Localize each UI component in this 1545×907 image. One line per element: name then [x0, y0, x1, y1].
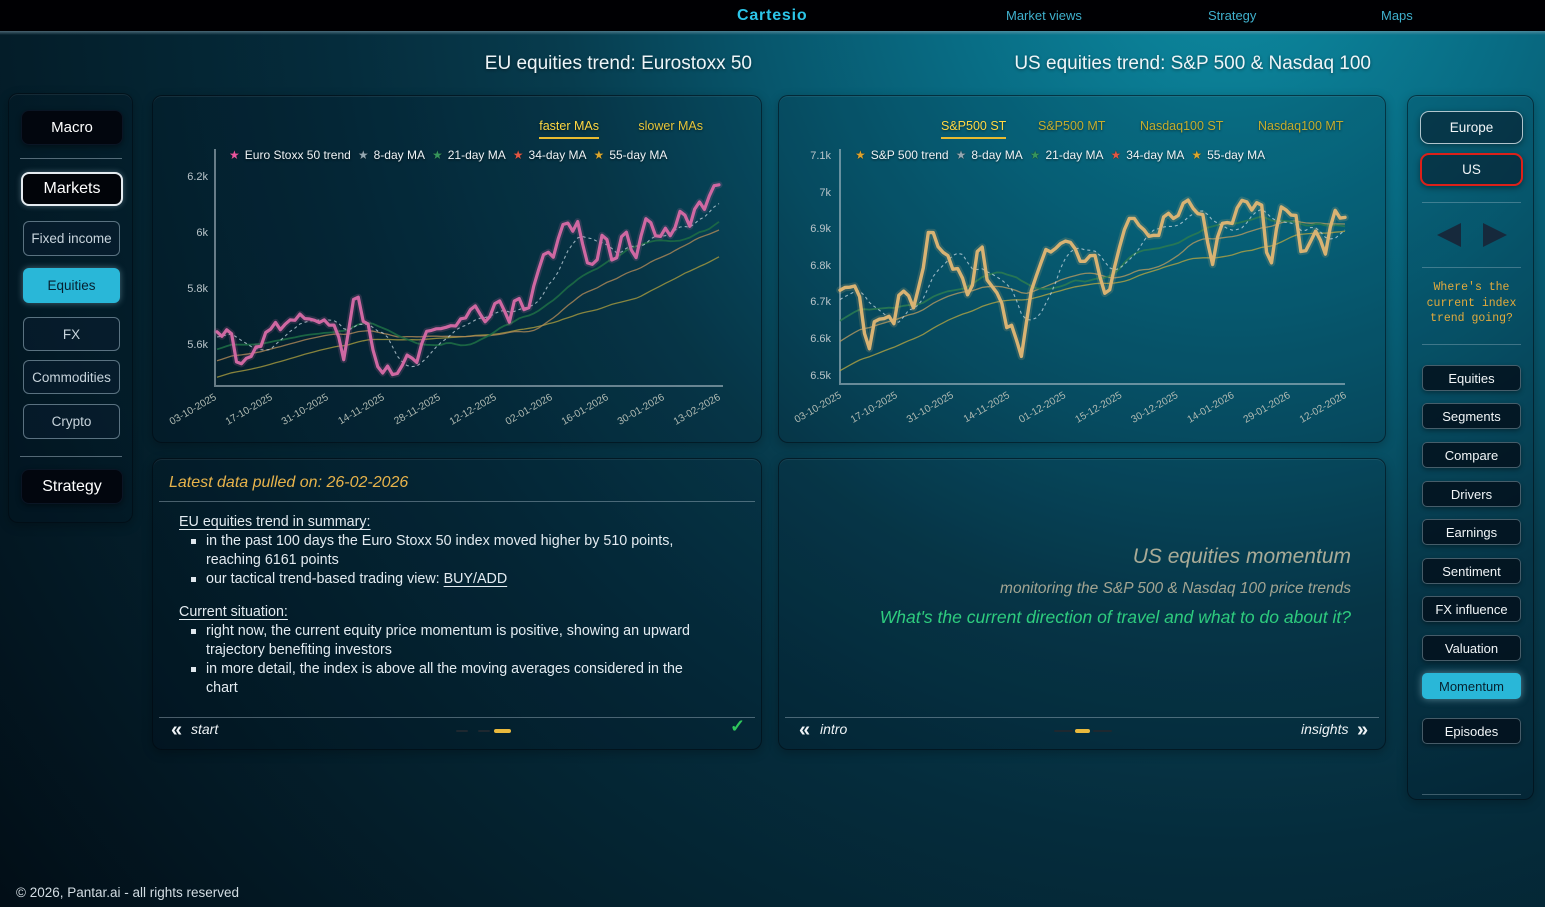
- svg-text:14-01-2026: 14-01-2026: [1186, 390, 1237, 426]
- svg-text:03-10-2025: 03-10-2025: [793, 390, 844, 426]
- svg-text:16-01-2026: 16-01-2026: [560, 392, 611, 428]
- svg-text:14-11-2025: 14-11-2025: [962, 390, 1012, 425]
- svg-text:29-01-2026: 29-01-2026: [1242, 390, 1293, 426]
- svg-text:28-11-2025: 28-11-2025: [393, 392, 443, 427]
- svg-text:30-12-2025: 30-12-2025: [1130, 390, 1181, 426]
- svg-text:6.6k: 6.6k: [810, 333, 831, 345]
- svg-text:6.8k: 6.8k: [810, 260, 831, 272]
- svg-text:13-02-2026: 13-02-2026: [672, 392, 723, 428]
- svg-text:12-02-2026: 12-02-2026: [1298, 390, 1349, 426]
- svg-text:01-12-2025: 01-12-2025: [1017, 390, 1068, 426]
- svg-text:14-11-2025: 14-11-2025: [337, 392, 387, 427]
- svg-text:31-10-2025: 31-10-2025: [280, 392, 331, 428]
- svg-text:6.5k: 6.5k: [810, 370, 831, 382]
- svg-text:6.9k: 6.9k: [810, 223, 831, 235]
- svg-text:6k: 6k: [196, 227, 208, 239]
- svg-text:12-12-2025: 12-12-2025: [448, 392, 499, 428]
- svg-text:5.8k: 5.8k: [187, 283, 208, 295]
- svg-text:31-10-2025: 31-10-2025: [905, 390, 956, 426]
- svg-text:6.2k: 6.2k: [187, 171, 208, 183]
- svg-text:02-01-2026: 02-01-2026: [504, 392, 555, 428]
- svg-text:15-12-2025: 15-12-2025: [1073, 390, 1124, 426]
- svg-text:5.6k: 5.6k: [187, 339, 208, 351]
- svg-text:7k: 7k: [819, 187, 831, 199]
- svg-text:7.1k: 7.1k: [810, 150, 831, 162]
- svg-text:03-10-2025: 03-10-2025: [168, 392, 219, 428]
- svg-text:17-10-2025: 17-10-2025: [849, 390, 900, 426]
- svg-text:30-01-2026: 30-01-2026: [616, 392, 667, 428]
- svg-text:17-10-2025: 17-10-2025: [224, 392, 275, 428]
- svg-text:6.7k: 6.7k: [810, 296, 831, 308]
